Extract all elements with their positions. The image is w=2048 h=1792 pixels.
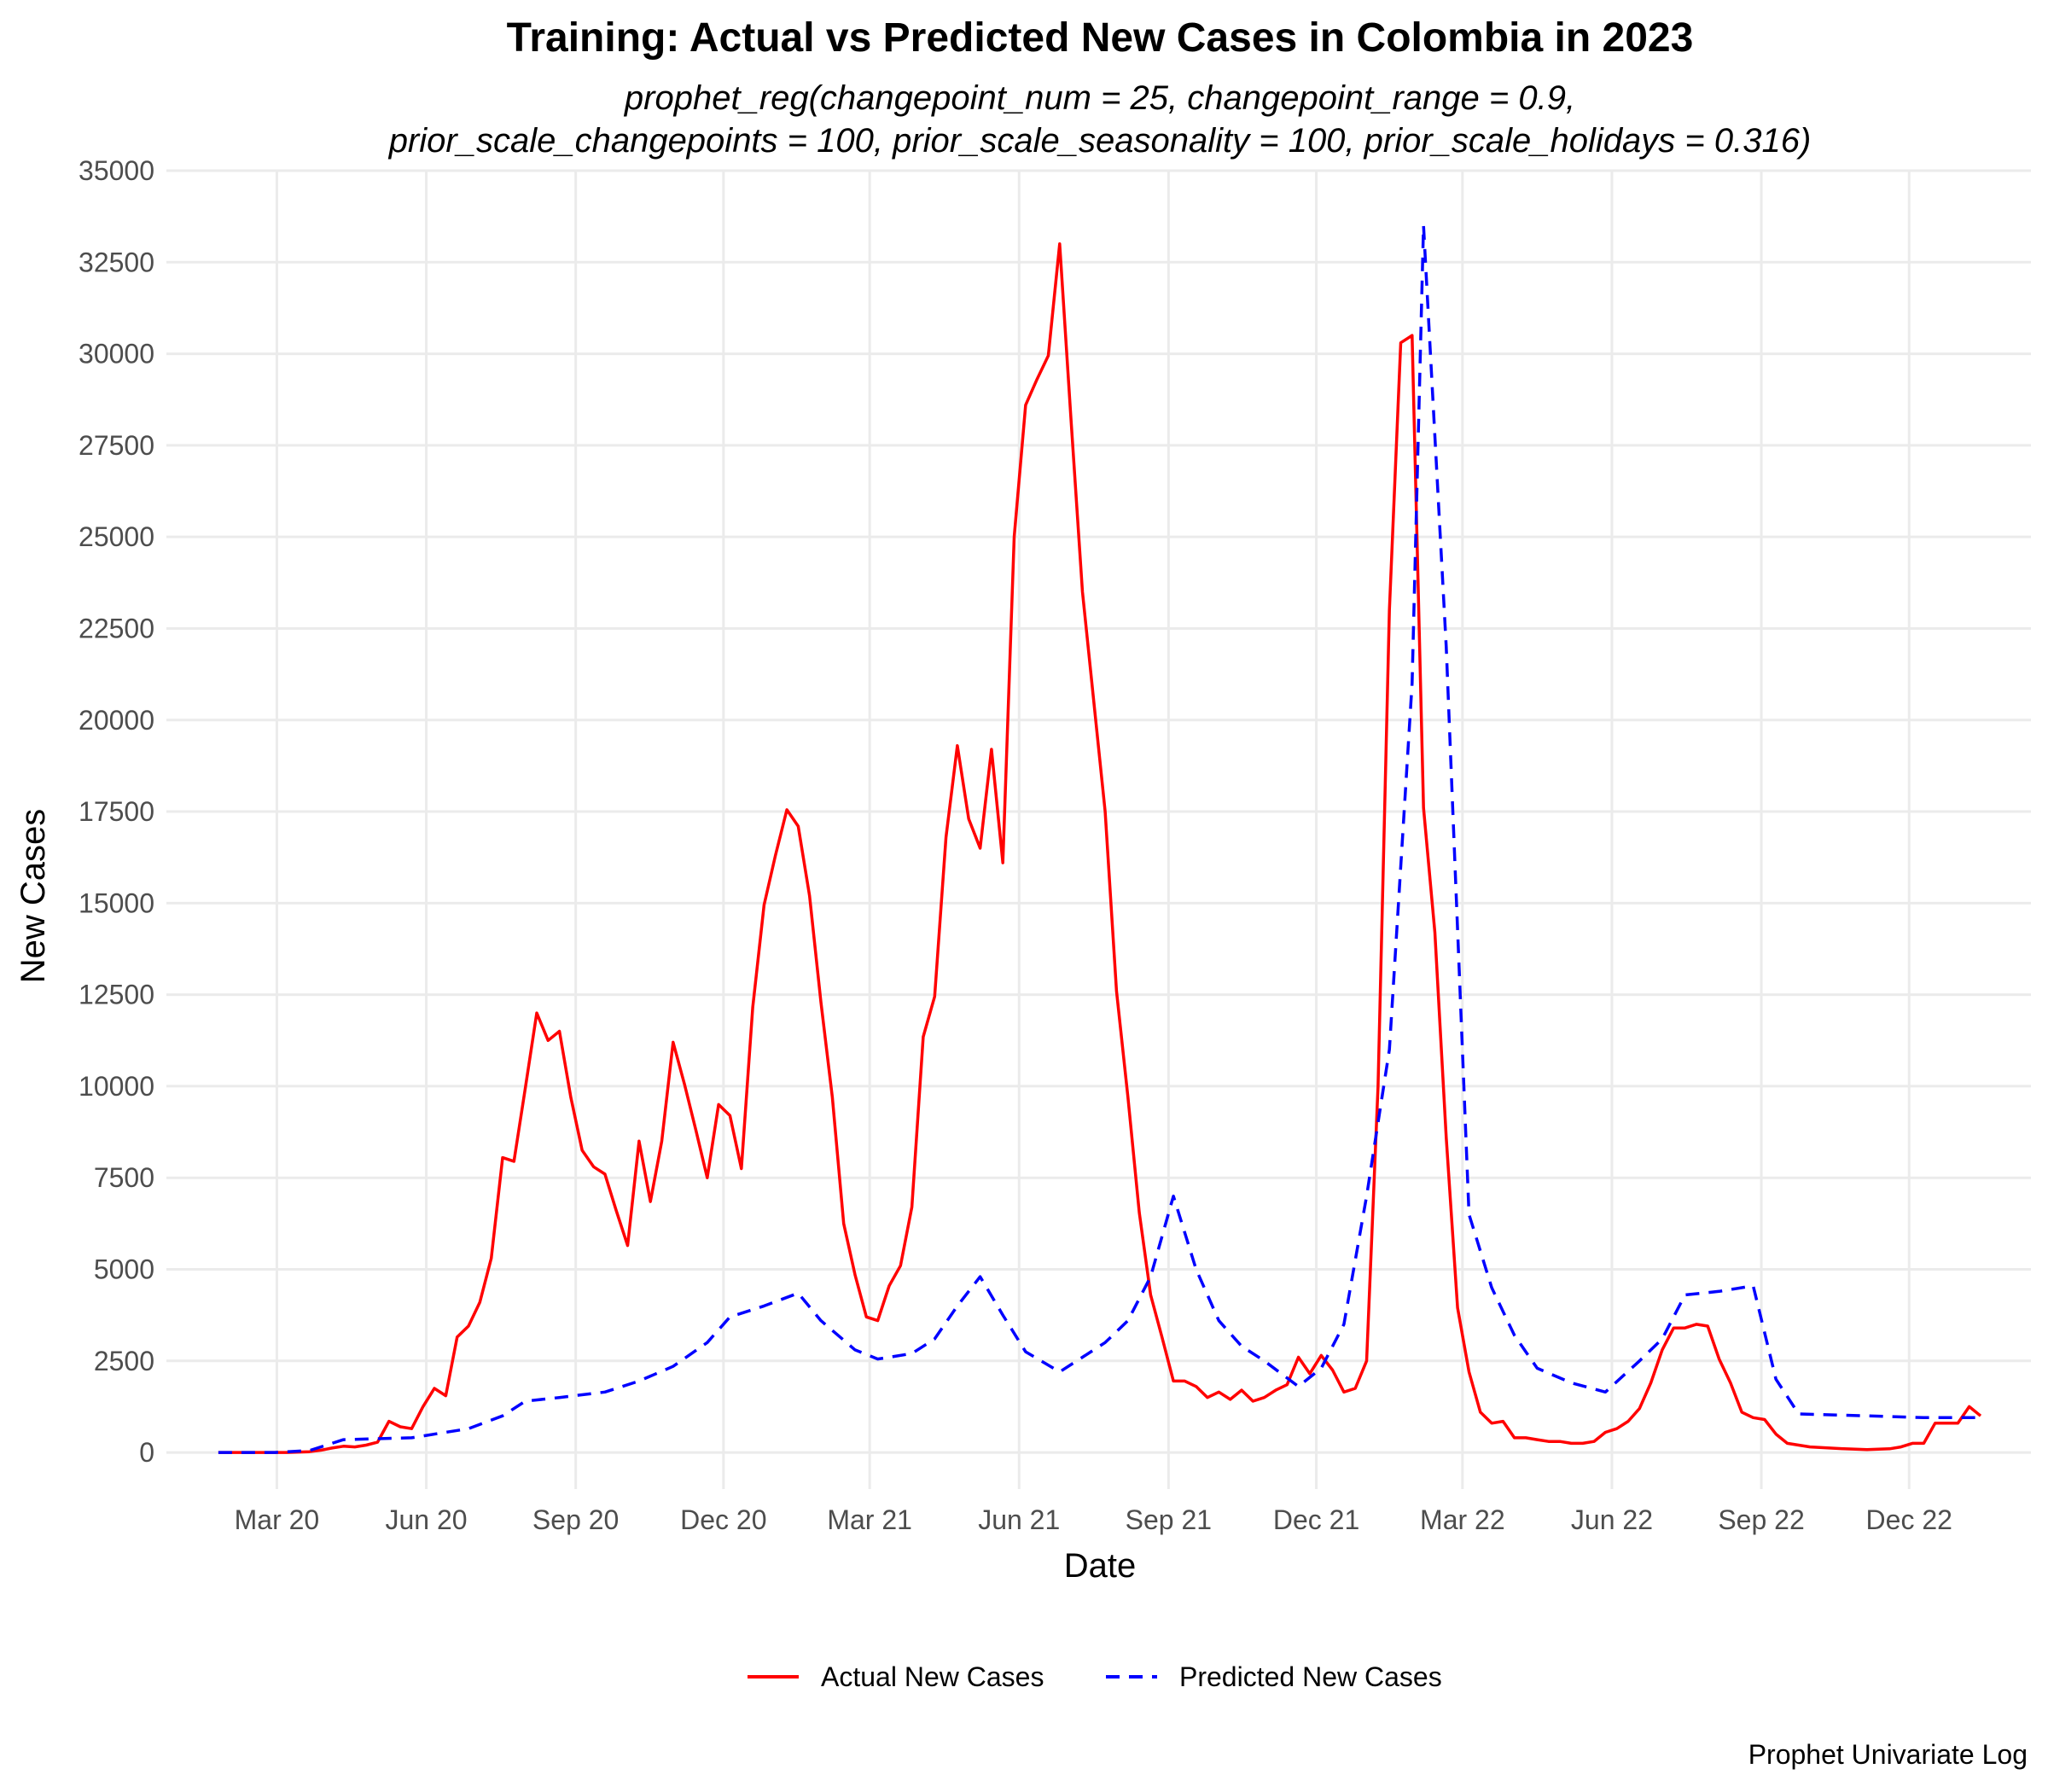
x-tick-label: Jun 21 (978, 1504, 1060, 1535)
x-tick-label: Dec 21 (1273, 1504, 1359, 1535)
y-tick-label: 35000 (79, 155, 154, 186)
y-tick-label: 30000 (79, 339, 154, 369)
legend: Actual New Cases Predicted New Cases (748, 1661, 1442, 1692)
y-tick-label: 2500 (94, 1346, 154, 1376)
x-tick-label: Mar 22 (1420, 1504, 1505, 1535)
grid (166, 169, 2031, 1489)
predicted-new-cases-line (218, 224, 1981, 1454)
x-tick-label: Jun 22 (1571, 1504, 1653, 1535)
y-tick-label: 17500 (79, 796, 154, 827)
y-tick-label: 7500 (94, 1162, 154, 1193)
y-axis-title: New Cases (15, 809, 52, 984)
x-axis-title: Date (1064, 1547, 1137, 1585)
y-tick-label: 27500 (79, 430, 154, 461)
y-tick-label: 15000 (79, 887, 154, 918)
y-tick-label: 25000 (79, 521, 154, 552)
y-tick-label: 22500 (79, 613, 154, 643)
chart-caption: Prophet Univariate Log (1748, 1739, 2028, 1770)
x-tick-label: Sep 21 (1126, 1504, 1212, 1535)
x-tick-label: Jun 20 (385, 1504, 467, 1535)
x-tick-label: Sep 22 (1718, 1504, 1804, 1535)
x-tick-label: Dec 20 (680, 1504, 766, 1535)
chart-title: Training: Actual vs Predicted New Cases … (507, 15, 1694, 61)
chart-subtitle-line-1: prophet_reg(changepoint_num = 25, change… (624, 79, 1575, 117)
y-tick-label: 12500 (79, 980, 154, 1010)
x-tick-label: Sep 20 (532, 1504, 619, 1535)
series-lines (218, 224, 1982, 1454)
y-tick-label: 0 (139, 1437, 154, 1468)
legend-label-predicted: Predicted New Cases (1179, 1661, 1442, 1692)
y-tick-label: 5000 (94, 1254, 154, 1285)
x-axis-ticks: Mar 20 Jun 20 Sep 20 Dec 20 Mar 21 Jun 21 Sep … (235, 1504, 1952, 1535)
chart-subtitle-line-2: prior_scale_changepoints = 100, prior_sc… (388, 122, 1812, 160)
x-tick-label: Dec 22 (1866, 1504, 1952, 1535)
legend-label-actual: Actual New Cases (821, 1661, 1044, 1692)
x-tick-label: Mar 20 (235, 1504, 320, 1535)
actual-new-cases-line (218, 242, 1982, 1454)
x-tick-label: Mar 21 (827, 1504, 912, 1535)
y-axis-ticks: 0 2500 5000 7500 10000 12500 15000 17500 20000 22… (79, 155, 154, 1468)
y-tick-label: 32500 (79, 247, 154, 277)
y-tick-label: 20000 (79, 705, 154, 736)
y-tick-label: 10000 (79, 1071, 154, 1102)
